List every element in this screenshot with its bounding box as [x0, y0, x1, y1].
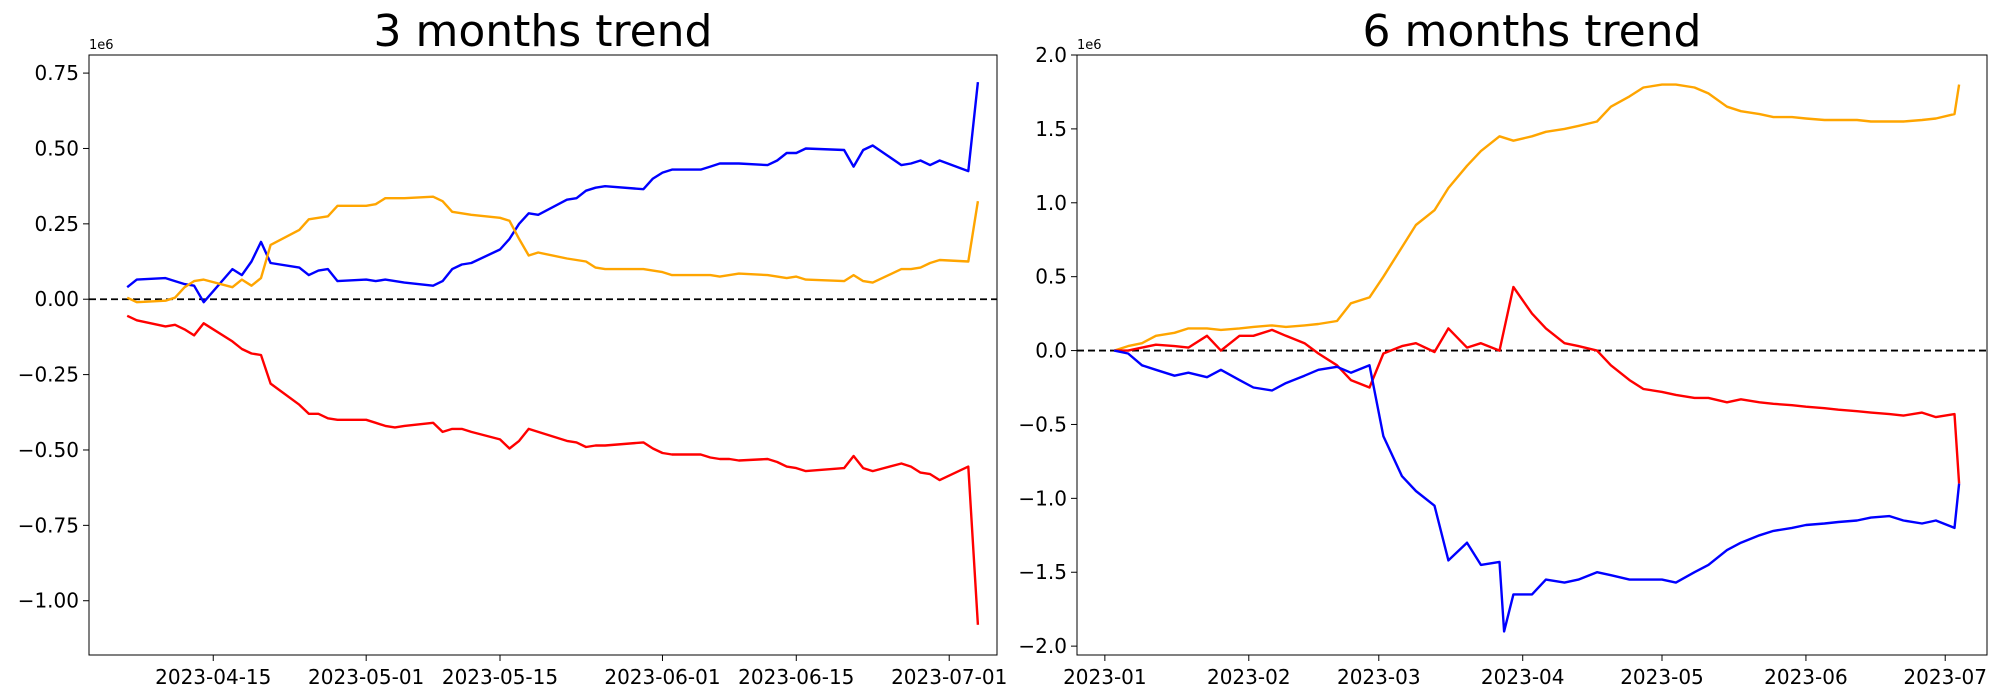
y-tick-label: −0.75	[18, 513, 79, 537]
plot-area	[1076, 54, 1988, 656]
chart-3-months: 3 months trend 1e6 0.75 0.50 0.25 0.00 −0.25…	[18, 6, 1008, 689]
x-tick-label: 2023-05-01	[308, 665, 424, 689]
chart-title: 3 months trend	[374, 6, 713, 57]
y-tick-label: 0.75	[34, 61, 79, 85]
x-tick-label: 2023-04	[1481, 665, 1565, 689]
x-tick-label: 2023-05-15	[442, 665, 558, 689]
y-tick-label: −0.5	[1018, 412, 1067, 436]
x-tick-label: 2023-05	[1620, 665, 1704, 689]
y-tick-label: 1.5	[1035, 117, 1067, 141]
x-tick-label: 2023-06-15	[738, 665, 854, 689]
x-tick-label: 2023-07-01	[891, 665, 1007, 689]
y-tick-label: −1.5	[1018, 560, 1067, 584]
series-line-1	[126, 195, 980, 304]
series-line-2	[126, 314, 980, 625]
series-line-0	[1113, 83, 1961, 352]
plot-area	[88, 54, 998, 656]
y-tick-label: −1.00	[18, 589, 79, 613]
x-tick-label: 2023-01	[1063, 665, 1147, 689]
y-tick-label: 1.0	[1035, 191, 1067, 215]
x-tick-label: 2023-04-15	[155, 665, 271, 689]
y-tick-label: 0.50	[34, 136, 79, 160]
y-tick-label: −0.25	[18, 363, 79, 387]
y-offset-label: 1e6	[89, 38, 114, 53]
y-tick-label: 0.5	[1035, 265, 1067, 289]
y-tick-label: 0.00	[34, 287, 79, 311]
y-tick-label: −1.0	[1018, 486, 1067, 510]
x-tick-label: 2023-06-01	[604, 665, 720, 689]
chart-title: 6 months trend	[1363, 6, 1702, 57]
chart-6-months: 6 months trend 1e6 2.0 1.5 1.0 0.5 0.0 −0.5 −1…	[1018, 6, 1988, 689]
y-tick-label: 0.0	[1035, 339, 1067, 363]
y-tick-label: −0.50	[18, 438, 79, 462]
x-tick-label: 2023-03	[1337, 665, 1421, 689]
y-tick-label: 2.0	[1035, 43, 1067, 67]
series-line-2	[1113, 349, 1961, 633]
series-line-0	[126, 81, 980, 304]
series-line-1	[1114, 285, 1961, 484]
y-tick-label: 0.25	[34, 212, 79, 236]
x-tick-label: 2023-06	[1764, 665, 1848, 689]
x-tick-label: 2023-07	[1903, 665, 1987, 689]
x-tick-label: 2023-02	[1207, 665, 1291, 689]
y-offset-label: 1e6	[1077, 38, 1102, 53]
y-tick-label: −2.0	[1018, 634, 1067, 658]
